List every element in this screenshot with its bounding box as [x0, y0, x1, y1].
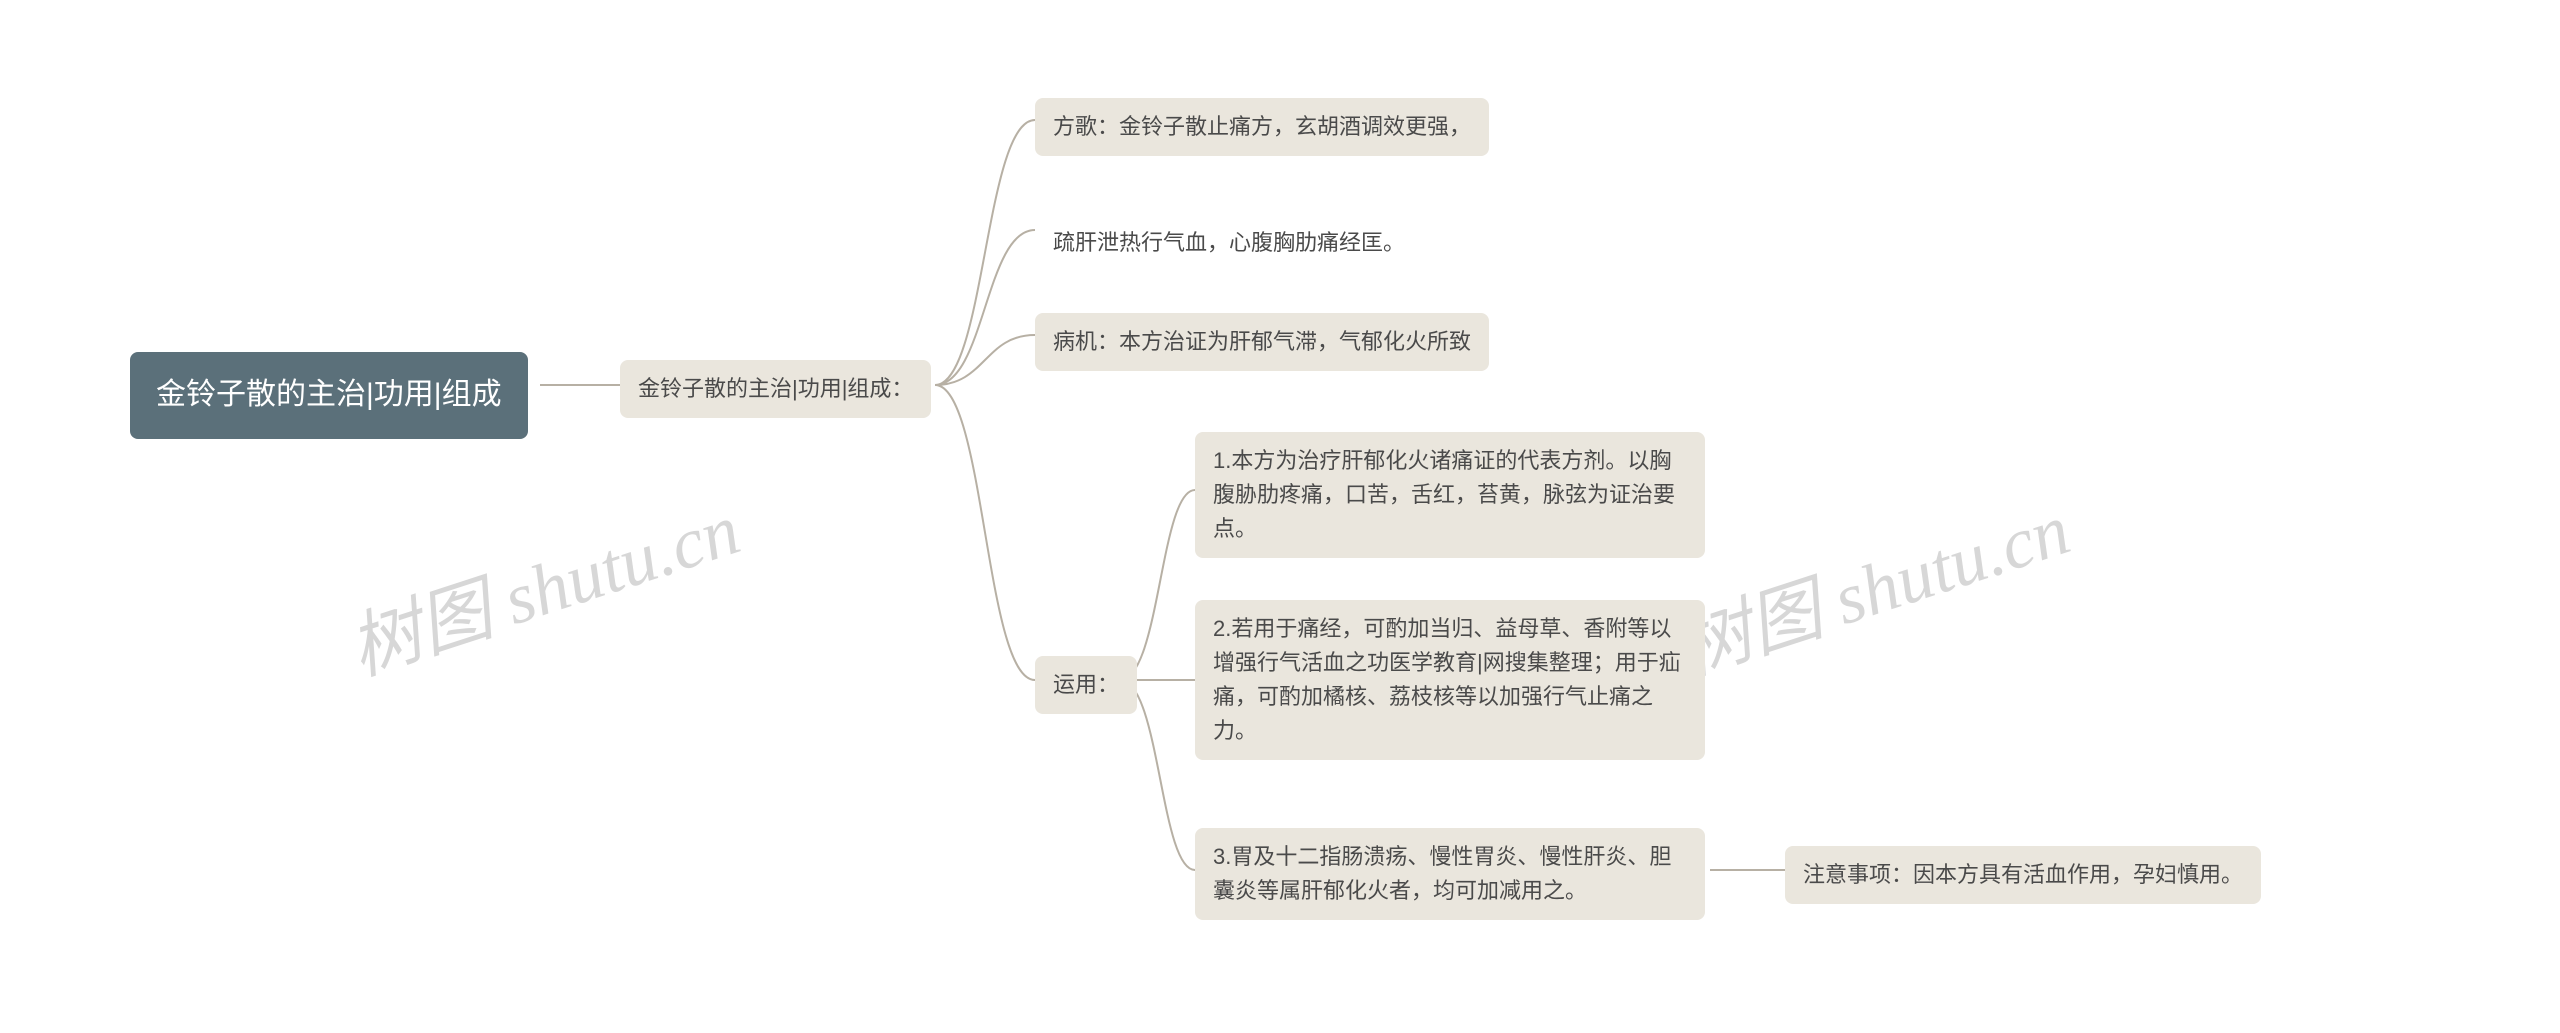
leaf-line2: 疏肝泄热行气血，心腹胸肋痛经匡。 [1035, 214, 1423, 272]
leaf-yunyong-1[interactable]: 1.本方为治疗肝郁化火诸痛证的代表方剂。以胸腹胁肋疼痛，口苦，舌红，苔黄，脉弦为… [1195, 432, 1705, 558]
branch-yunyong[interactable]: 运用： [1035, 656, 1137, 714]
watermark: 树图 shutu.cn [1664, 470, 2081, 695]
leaf-yunyong-2[interactable]: 2.若用于痛经，可酌加当归、益母草、香附等以增强行气活血之功医学教育|网搜集整理… [1195, 600, 1705, 760]
level1-node[interactable]: 金铃子散的主治|功用|组成： [620, 360, 931, 418]
root-node[interactable]: 金铃子散的主治|功用|组成 [130, 352, 528, 439]
mindmap-canvas: 树图 shutu.cn 树图 shutu.cn 金铃子散的主治|功用|组成 金铃… [0, 0, 2560, 1033]
leaf-note[interactable]: 注意事项：因本方具有活血作用，孕妇慎用。 [1785, 846, 2261, 904]
leaf-yunyong-3[interactable]: 3.胃及十二指肠溃疡、慢性胃炎、慢性肝炎、胆囊炎等属肝郁化火者，均可加减用之。 [1195, 828, 1705, 920]
leaf-bingji[interactable]: 病机：本方治证为肝郁气滞，气郁化火所致 [1035, 313, 1489, 371]
watermark: 树图 shutu.cn [334, 470, 751, 695]
leaf-fangge[interactable]: 方歌：金铃子散止痛方，玄胡酒调效更强， [1035, 98, 1489, 156]
